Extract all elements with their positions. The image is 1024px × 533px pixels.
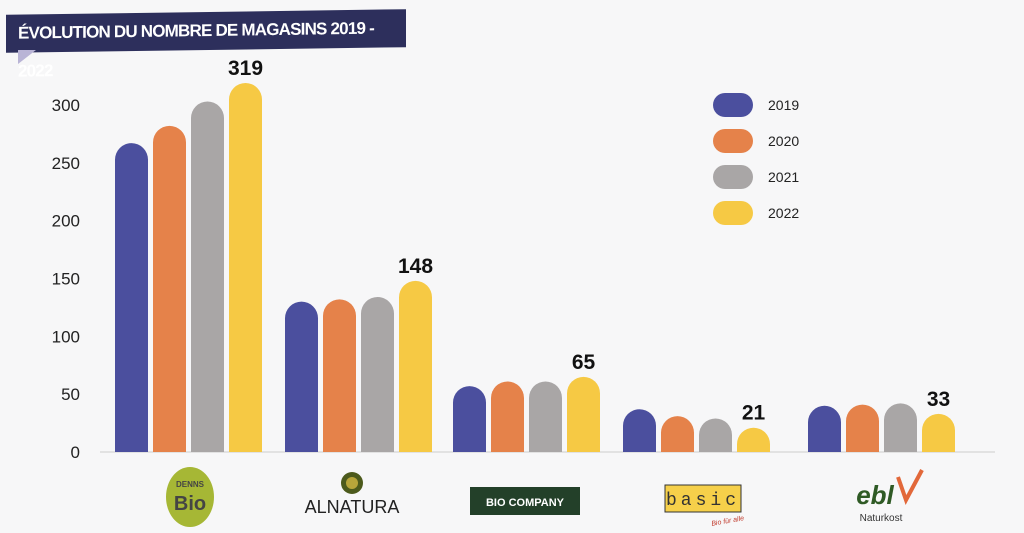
bar-2019-4: [808, 405, 841, 452]
legend-swatch-2021: [713, 165, 753, 189]
data-label: 65: [572, 351, 596, 374]
bar-2021-2: [529, 381, 562, 452]
svg-text:Bio: Bio: [174, 493, 206, 515]
bar-2021-1: [361, 297, 394, 452]
legend-label-2019: 2019: [768, 97, 799, 113]
bar-2021-0: [191, 101, 224, 453]
legend-swatch-2022: [713, 201, 753, 225]
bar-2021-3: [699, 418, 732, 452]
bar-2022-3: [737, 427, 770, 452]
bar-2021-4: [884, 403, 917, 452]
bar-2020-3: [661, 416, 694, 452]
svg-text:DENNS: DENNS: [176, 480, 205, 489]
y-tick-label: 100: [52, 327, 80, 346]
bar-2019-0: [115, 143, 148, 453]
data-label: 21: [742, 402, 766, 425]
denns-bio-logo: DENNS Bio: [166, 467, 214, 527]
svg-text:ebl: ebl: [856, 480, 894, 510]
bar-2022-4: [922, 413, 955, 452]
bar-2022-0: [229, 83, 262, 452]
bar-2020-1: [323, 299, 356, 452]
bio-company-logo: BIO COMPANY: [470, 487, 580, 515]
y-tick-label: 150: [52, 270, 80, 289]
y-tick-label: 250: [52, 154, 80, 173]
bar-2020-4: [846, 404, 879, 452]
bar-2020-2: [491, 381, 524, 452]
data-label: 33: [927, 388, 950, 411]
svg-text:ALNATURA: ALNATURA: [305, 497, 400, 517]
y-tick-label: 50: [61, 385, 80, 404]
alnatura-logo: ALNATURA: [305, 472, 400, 517]
legend-swatch-2020: [713, 129, 753, 153]
svg-text:Naturkost: Naturkost: [860, 513, 903, 524]
bar-2019-3: [623, 409, 656, 452]
legend-label-2022: 2022: [768, 205, 799, 221]
bar-2019-1: [285, 301, 318, 452]
bar-2022-2: [567, 376, 600, 452]
svg-text:Bio für alle: Bio für alle: [711, 515, 745, 528]
legend-label-2020: 2020: [768, 133, 799, 149]
bar-2019-2: [453, 386, 486, 452]
y-tick-label: 0: [71, 443, 80, 462]
data-label: 148: [398, 255, 433, 278]
data-label: 319: [228, 57, 263, 80]
brand-logos: DENNS Bio ALNATURA BIO COMPANY basic Bio…: [166, 467, 924, 528]
bar-2020-0: [153, 125, 186, 452]
svg-text:BIO COMPANY: BIO COMPANY: [486, 497, 565, 509]
svg-text:basic: basic: [666, 491, 740, 511]
y-tick-label: 300: [52, 96, 80, 115]
y-tick-label: 200: [52, 212, 80, 231]
bar-2022-1: [399, 280, 432, 452]
title-ribbon-fold: [18, 50, 36, 64]
basic-logo: basic Bio für alle: [664, 484, 745, 528]
ebl-naturkost-logo: ebl Naturkost: [856, 469, 924, 524]
legend-label-2021: 2021: [768, 169, 799, 185]
legend-swatch-2019: [713, 93, 753, 117]
